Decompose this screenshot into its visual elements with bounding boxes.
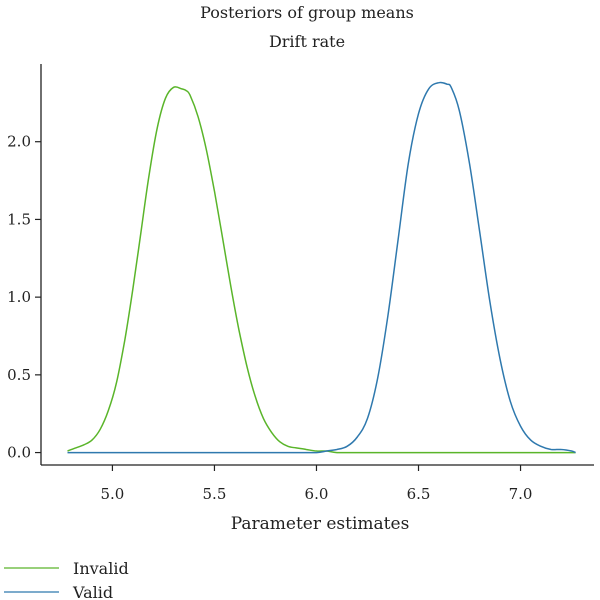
- chart-title: Posteriors of group means: [200, 3, 414, 22]
- y-tick-label: 2.0: [7, 133, 31, 151]
- y-tick-label: 0.5: [7, 366, 31, 384]
- y-axis-ticks: 0.0 0.5 1.0 1.5 2.0: [7, 133, 41, 462]
- chart-subtitle: Drift rate: [269, 32, 345, 51]
- x-tick-label: 6.0: [305, 485, 329, 503]
- legend: Invalid Valid: [4, 559, 129, 600]
- x-tick-label: 7.0: [509, 485, 533, 503]
- series-line-invalid: [67, 86, 576, 454]
- y-tick-label: 1.0: [7, 288, 31, 306]
- series-lines: [67, 81, 576, 454]
- x-tick-label: 6.5: [407, 485, 431, 503]
- x-tick-label: 5.5: [203, 485, 227, 503]
- x-axis-ticks: 5.0 5.5 6.0 6.5 7.0: [100, 465, 532, 503]
- y-tick-label: 0.0: [7, 444, 31, 462]
- legend-label-valid: Valid: [72, 583, 113, 600]
- x-tick-label: 5.0: [100, 485, 124, 503]
- x-axis-label: Parameter estimates: [231, 514, 410, 534]
- legend-label-invalid: Invalid: [73, 559, 129, 578]
- series-line-valid: [67, 81, 576, 454]
- y-tick-label: 1.5: [7, 210, 31, 228]
